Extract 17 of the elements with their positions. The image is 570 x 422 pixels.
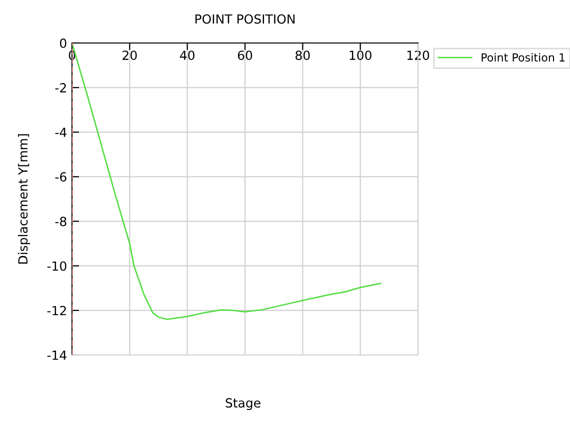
- y-tick-label: -4: [55, 128, 66, 137]
- x-tick-label: 20: [122, 50, 137, 60]
- y-axis-title: Displacement Y[mm]: [18, 134, 30, 264]
- y-tick-label: 0: [60, 38, 66, 48]
- x-tick-label: 80: [296, 50, 310, 60]
- x-tick-label: 100: [350, 50, 372, 60]
- x-tick-label: 40: [180, 50, 194, 60]
- chart-title: POINT POSITION: [195, 14, 295, 24]
- legend-label: Point Position 1: [482, 53, 565, 62]
- x-axis-title: Stage: [226, 398, 260, 410]
- y-tick-label: -12: [47, 306, 66, 316]
- y-tick-label: -14: [47, 350, 66, 360]
- y-tick-label: -2: [55, 83, 66, 92]
- y-tick-label: -8: [55, 216, 66, 226]
- x-tick-label: 60: [238, 50, 252, 60]
- y-tick-label: -6: [55, 172, 66, 182]
- y-tick-label: -10: [47, 261, 66, 271]
